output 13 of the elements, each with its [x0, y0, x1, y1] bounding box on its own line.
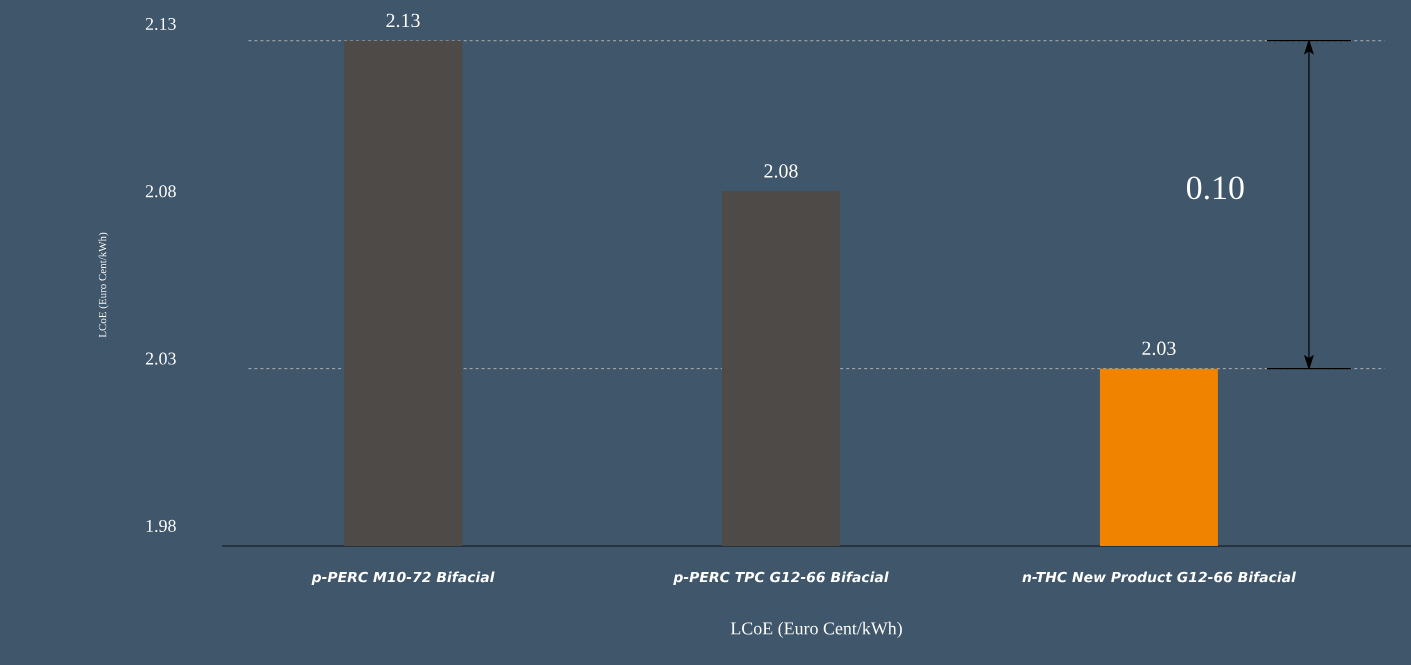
y-tick-label: 2.03 [145, 352, 176, 365]
y-tick-label: 2.13 [145, 17, 176, 31]
y-axis-title: LCoE (Euro Cent/kWh) [98, 232, 109, 338]
y-tick-label: 1.98 [146, 519, 176, 533]
x-tick-label: n-THC New Product G12-66 Bifacial [1022, 571, 1296, 583]
x-tick-label: p-PERC M10-72 Bifacial [311, 571, 495, 586]
data-label: 2.03 [1142, 341, 1176, 356]
x-axis-title: LCoE (Euro Cent/kWh) [730, 621, 902, 639]
data-label: 2.13 [386, 13, 420, 28]
x-tick-label: p-PERC TPC G12-66 Bifacial [673, 571, 889, 586]
annotation: 0.10 [1186, 176, 1244, 200]
data-label: 2.08 [764, 164, 798, 178]
y-tick-label: 2.08 [145, 185, 176, 198]
